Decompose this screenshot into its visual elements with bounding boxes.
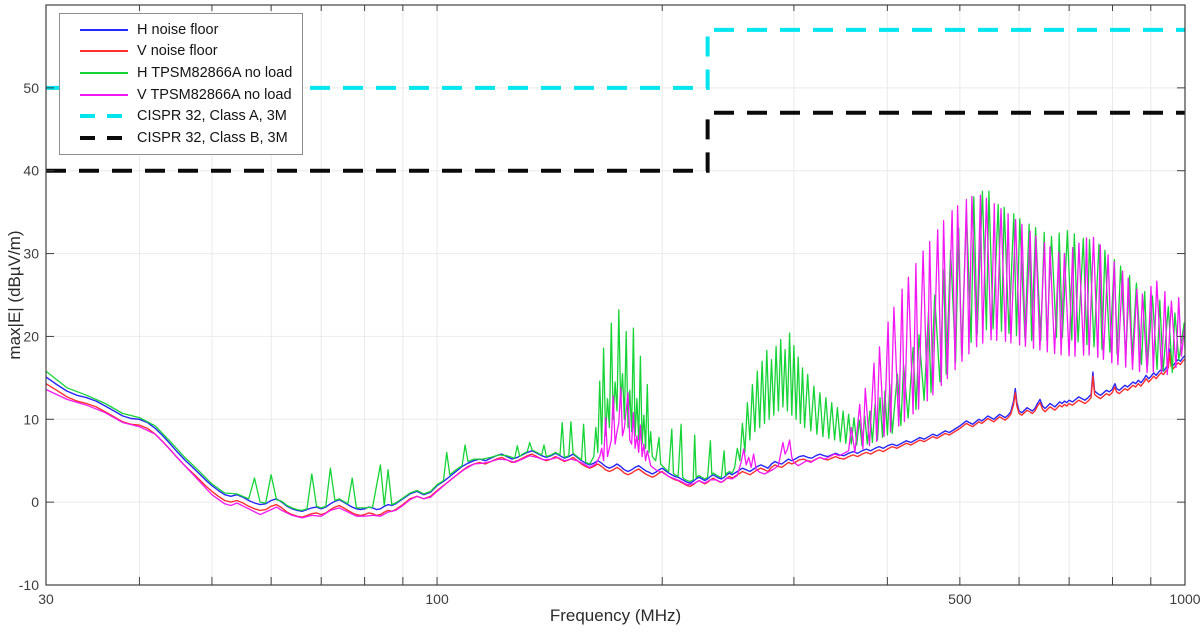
legend-item: V TPSM82866A no load	[60, 84, 302, 106]
legend-label: H TPSM82866A no load	[137, 64, 293, 81]
y-tick-label: 50	[23, 80, 39, 96]
legend-item: CISPR 32, Class B, 3M	[60, 127, 302, 149]
y-tick-label: 0	[31, 494, 39, 510]
series-line-1	[45, 352, 1186, 518]
y-tick-label: 20	[23, 328, 39, 344]
legend-label: V TPSM82866A no load	[137, 86, 292, 103]
legend-label: CISPR 32, Class A, 3M	[137, 108, 287, 125]
x-axis-title: Frequency (MHz)	[549, 606, 682, 625]
limit-line-cispr-b	[46, 110, 1185, 173]
legend-item: V noise floor	[60, 41, 302, 63]
legend: H noise floor V noise floor H TPSM82866A…	[59, 13, 303, 155]
legend-label: CISPR 32, Class B, 3M	[137, 129, 288, 146]
y-tick-label: -10	[19, 577, 39, 593]
y-tick-label: 40	[23, 163, 39, 179]
legend-item: CISPR 32, Class A, 3M	[60, 105, 302, 127]
series-line-3	[45, 194, 1186, 519]
series-line-2	[45, 190, 1186, 512]
legend-line-sample-h-noise	[80, 28, 128, 31]
x-tick-label: 500	[948, 591, 972, 607]
legend-line-sample-h-tpsm	[80, 71, 128, 74]
legend-item: H noise floor	[60, 19, 302, 41]
axes-border	[45, 4, 1186, 586]
y-axis-title: max|E| (dBµV/m)	[5, 230, 24, 360]
legend-line-sample-v-noise	[80, 50, 128, 53]
limit-line-cispr-a	[46, 27, 1185, 90]
legend-label: H noise floor	[137, 21, 219, 38]
legend-line-sample-cispr-a	[80, 114, 128, 119]
legend-label: V noise floor	[137, 43, 218, 60]
y-tick-label: 10	[23, 411, 39, 427]
x-tick-label: 1000	[1169, 591, 1200, 607]
legend-line-sample-v-tpsm	[80, 93, 128, 96]
legend-line-sample-cispr-b	[80, 135, 128, 140]
y-tick-label: 30	[23, 246, 39, 262]
x-tick-label: 30	[38, 591, 54, 607]
x-tick-label: 100	[425, 591, 449, 607]
legend-item: H TPSM82866A no load	[60, 62, 302, 84]
